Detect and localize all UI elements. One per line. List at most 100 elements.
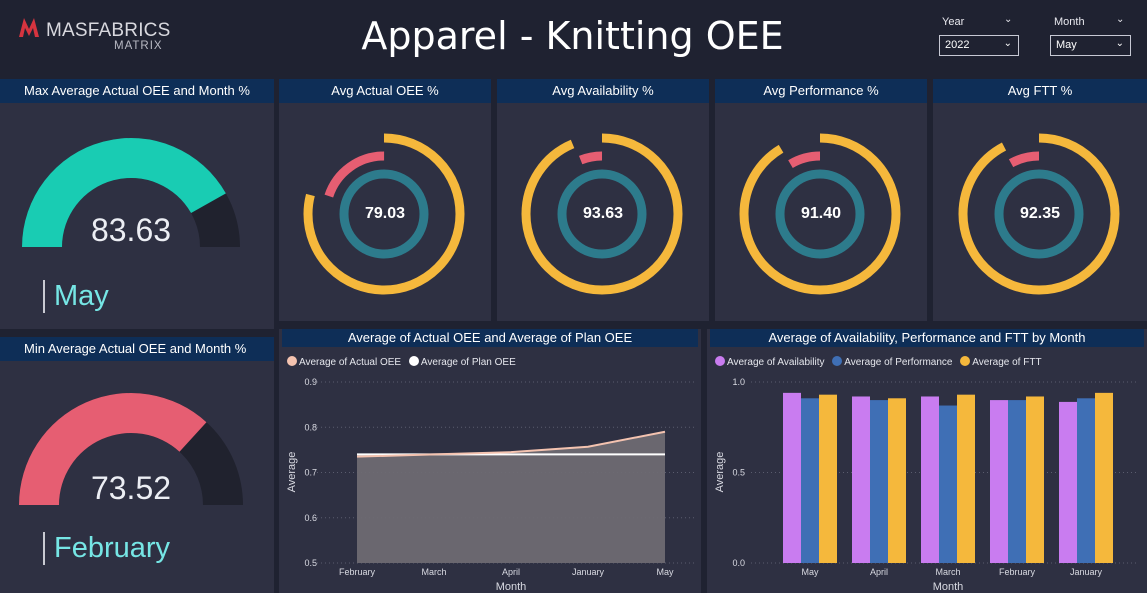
y-tick-label: 1.0 — [732, 377, 745, 387]
ring-card-availability: Avg Availability % 93.63 — [497, 79, 709, 321]
legend-item-availability[interactable]: Average of Availability — [715, 356, 825, 368]
line-chart-legend: Average of Actual OEE Average of Plan OE… — [287, 356, 521, 368]
ring-inner-circle — [557, 169, 647, 259]
page-title: Apparel - Knitting OEE — [361, 14, 784, 58]
year-slicer-label: Year — [942, 16, 965, 28]
bar-average-of-performance — [870, 400, 888, 563]
ring-inner-circle — [775, 169, 865, 259]
legend-item-ftt[interactable]: Average of FTT — [960, 356, 1042, 368]
logo-brand-text: MASFABRICS — [46, 20, 171, 41]
x-tick-label: January — [1070, 567, 1103, 577]
year-dropdown-value: 2022 — [945, 39, 970, 51]
ftt-ring — [958, 133, 1120, 295]
bar-average-of-availability — [1059, 401, 1077, 563]
max-oee-month: May — [43, 280, 109, 313]
legend-label: Average of FTT — [972, 357, 1042, 368]
line-chart-title: Average of Actual OEE and Average of Pla… — [282, 329, 698, 347]
y-tick-label: 0.9 — [304, 377, 317, 387]
x-tick-label: March — [935, 567, 960, 577]
legend-item-actual-oee[interactable]: Average of Actual OEE — [287, 356, 402, 368]
x-tick-label: April — [502, 567, 520, 577]
ring-card-title: Avg Availability % — [497, 79, 709, 103]
ring-card-actual-oee: Avg Actual OEE % 79.03 — [279, 79, 491, 321]
y-tick-label: 0.8 — [304, 422, 317, 432]
y-tick-label: 0.7 — [304, 468, 317, 478]
bar-chart-title: Average of Availability, Performance and… — [710, 329, 1144, 347]
ring-card-performance: Avg Performance % 91.40 — [715, 79, 927, 321]
chevron-down-icon: ⌄ — [1115, 38, 1124, 49]
ring-value: 79.03 — [364, 205, 406, 222]
x-axis-title: Month — [933, 581, 964, 593]
max-oee-value: 83.63 — [90, 212, 172, 248]
legend-item-plan-oee[interactable]: Average of Plan OEE — [408, 356, 516, 368]
min-oee-card-title: Min Average Actual OEE and Month % — [0, 337, 274, 361]
bar-average-of-performance — [801, 398, 819, 563]
max-oee-card-title: Max Average Actual OEE and Month % — [0, 79, 274, 103]
year-dropdown[interactable]: 2022 ⌄ — [939, 35, 1019, 56]
actual-oee-line — [356, 430, 666, 458]
month-slicer-collapse-icon[interactable]: ⌄ — [1116, 14, 1125, 25]
oee-line-chart-card: Average of Actual OEE and Average of Pla… — [279, 329, 701, 593]
legend-label: Average of Availability — [727, 357, 825, 368]
performance-ring — [739, 133, 901, 295]
y-tick-label: 0.6 — [304, 513, 317, 523]
plan-oee-area — [357, 431, 665, 563]
ring-value: 92.35 — [1019, 205, 1061, 222]
bar-chart-legend: Average of Availability Average of Perfo… — [715, 356, 1047, 368]
min-oee-gauge — [19, 393, 243, 505]
ring-card-title: Avg Actual OEE % — [279, 79, 491, 103]
max-gauge-fill — [22, 138, 226, 247]
bar-average-of-availability — [783, 392, 801, 563]
bar-average-of-ftt — [819, 394, 837, 563]
bar-average-of-ftt — [1095, 392, 1113, 563]
min-gauge-fill — [19, 393, 207, 505]
y-axis-title: Average — [286, 452, 298, 493]
min-oee-card: Min Average Actual OEE and Month % 73.52… — [0, 337, 274, 593]
month-dropdown[interactable]: May ⌄ — [1050, 35, 1131, 56]
logo-mark-icon — [19, 18, 39, 37]
ring-value: 91.40 — [800, 205, 842, 222]
max-oee-card: Max Average Actual OEE and Month % 83.63… — [0, 79, 274, 329]
min-oee-value: 73.52 — [90, 470, 172, 506]
availability-ring — [521, 133, 683, 295]
legend-label: Average of Performance — [844, 357, 953, 368]
ring-outer-arc — [958, 133, 1120, 295]
bar-chart-plot: 1.0 0.5 0.0 May April March February January Mon… — [714, 377, 1137, 593]
legend-label: Average of Actual OEE — [299, 357, 402, 368]
x-tick-label: March — [421, 567, 446, 577]
ring-target-arc — [321, 151, 447, 277]
ring-outer-arc — [739, 133, 901, 295]
y-tick-label: 0.0 — [732, 558, 745, 568]
legend-dot — [287, 356, 297, 366]
ring-inner-circle — [994, 169, 1084, 259]
bar-average-of-availability — [852, 396, 870, 563]
logo-sub-text: MATRIX — [114, 40, 163, 52]
bar-average-of-availability — [990, 400, 1008, 563]
x-tick-label: May — [656, 567, 674, 577]
bar-average-of-ftt — [1026, 396, 1044, 563]
bar-average-of-ftt — [957, 394, 975, 563]
bar-average-of-ftt — [888, 398, 906, 563]
year-slicer-collapse-icon[interactable]: ⌄ — [1004, 14, 1013, 25]
ring-inner-circle — [339, 169, 429, 259]
month-slicer-label: Month — [1054, 16, 1085, 28]
x-tick-label: May — [801, 567, 819, 577]
actual-oee-ring — [303, 133, 465, 295]
company-logo: MASFABRICS MATRIX — [18, 12, 178, 56]
ring-target-arc — [976, 151, 1102, 277]
avail-perf-ftt-bar-card: Average of Availability, Performance and… — [707, 329, 1147, 593]
line-chart-plot: 0.9 0.8 0.7 0.6 0.5 February March April January… — [286, 377, 695, 593]
legend-dot — [832, 356, 843, 366]
ring-target-arc — [539, 151, 665, 277]
ring-value: 93.63 — [582, 205, 624, 222]
legend-item-performance[interactable]: Average of Performance — [832, 356, 953, 368]
legend-dot — [960, 356, 971, 366]
bar-average-of-performance — [1008, 400, 1026, 563]
y-axis-title: Average — [714, 452, 726, 493]
x-axis-title: Month — [496, 581, 527, 593]
chevron-down-icon: ⌄ — [1003, 38, 1012, 49]
x-tick-label: April — [870, 567, 888, 577]
min-oee-month: February — [43, 532, 170, 565]
y-tick-label: 0.5 — [732, 468, 745, 478]
month-dropdown-value: May — [1056, 39, 1077, 51]
